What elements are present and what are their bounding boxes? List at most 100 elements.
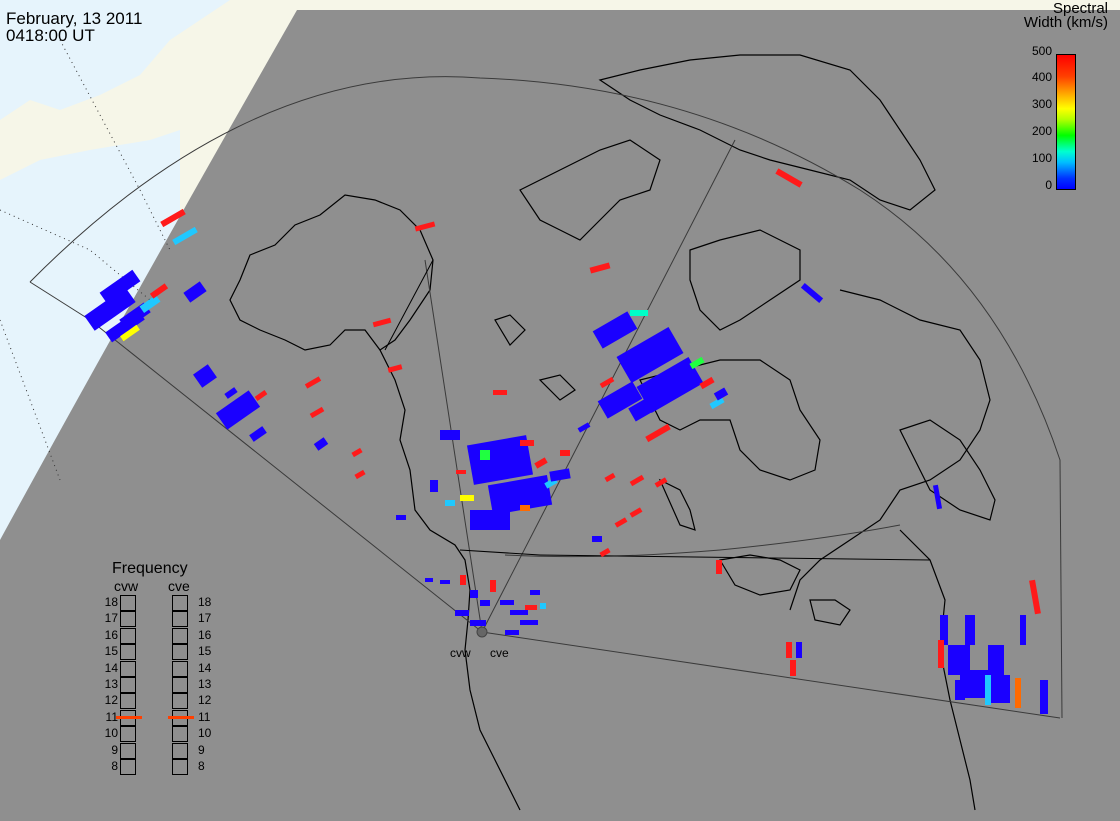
echo-cell	[630, 310, 648, 316]
echo-cell	[589, 262, 611, 274]
frequency-radar-name-cve: cve	[168, 578, 190, 594]
echo-cell	[372, 317, 392, 328]
echo-cell	[520, 505, 530, 511]
echo-cell	[480, 600, 490, 606]
echo-cell	[560, 450, 570, 456]
echo-cell	[193, 364, 217, 388]
echo-cell	[425, 578, 433, 582]
frequency-radar-name-cvw: cvw	[114, 578, 139, 594]
echo-cell	[599, 376, 615, 389]
echo-cell	[351, 447, 363, 458]
frequency-cell	[172, 595, 188, 611]
frequency-marker	[168, 715, 194, 719]
echo-cell	[149, 283, 169, 299]
night-region	[0, 10, 1120, 821]
echo-cell	[160, 208, 186, 228]
radar-fov-outlines	[29, 76, 1063, 719]
frequency-scale-label: 18	[104, 595, 118, 609]
echo-cell	[716, 560, 722, 574]
frequency-scale-label: 16	[198, 627, 212, 642]
frequency-scale-label: 13	[104, 677, 118, 691]
echo-cell	[487, 475, 553, 515]
colorbar	[1056, 54, 1076, 190]
echo-cell	[396, 515, 406, 520]
echo-cell	[577, 422, 591, 433]
echo-cell	[800, 282, 824, 304]
colorbar-tick: 400	[1031, 70, 1052, 84]
echo-cell	[616, 327, 684, 383]
day-ocean-shading	[0, 0, 230, 120]
frequency-scale-label: 11	[198, 709, 211, 724]
frequency-scale-label: 10	[104, 726, 118, 741]
echo-cell	[796, 642, 802, 658]
colorbar-tick: 500	[1031, 44, 1052, 58]
echo-cell	[699, 376, 715, 390]
echo-cell	[480, 450, 490, 460]
frequency-scale-label: 10	[198, 726, 212, 741]
frequency-cell	[172, 742, 188, 759]
echo-cell	[387, 364, 403, 373]
echo-cell	[120, 324, 140, 342]
radar-label-cve: cve	[490, 646, 509, 660]
colorbar-tick: 300	[1031, 97, 1052, 111]
frequency-scale-label: 17	[198, 611, 212, 626]
echo-cell	[985, 675, 991, 705]
frequency-cell	[120, 627, 136, 644]
frequency-scale-label: 14	[104, 660, 118, 675]
frequency-scale-label: 12	[104, 693, 118, 708]
echo-cell	[525, 605, 537, 610]
frequency-scale-label: 17	[104, 611, 118, 626]
timestamp-block: February, 13 2011 0418:00 UT	[6, 10, 142, 44]
echo-cell	[139, 294, 161, 314]
radar-site-marker	[476, 626, 488, 638]
political-borders	[384, 259, 931, 561]
echo-cell	[599, 547, 611, 558]
echo-cell	[215, 390, 261, 430]
frequency-cell	[172, 627, 188, 644]
echo-cell	[313, 437, 329, 451]
echo-cell	[629, 507, 643, 518]
frequency-scale-label: 11	[105, 709, 118, 724]
echo-cell	[786, 642, 792, 658]
echo-cell	[597, 381, 643, 419]
date-label: February, 13 2011	[6, 9, 143, 28]
echo-cell	[440, 580, 450, 584]
cvw-fov-west-edge	[89, 319, 483, 633]
frequency-cell	[120, 611, 136, 628]
frequency-scale-label: 13	[198, 677, 212, 691]
frequency-cell	[120, 644, 136, 661]
echo-cell	[172, 226, 198, 246]
frequency-scale-label: 15	[104, 644, 118, 659]
echo-cell	[938, 640, 944, 668]
frequency-scale-label: 16	[104, 627, 118, 642]
echo-cell	[440, 430, 460, 440]
echo-cell	[99, 269, 141, 305]
echo-cell	[414, 221, 436, 232]
cve-fov-east-edge	[481, 631, 1061, 719]
echo-cell	[932, 484, 943, 510]
echo-cell	[604, 472, 616, 483]
frequency-cell	[172, 644, 188, 661]
echo-cell	[965, 615, 975, 645]
echo-cell	[456, 470, 466, 474]
frequency-cell	[172, 660, 188, 677]
echo-cell	[460, 575, 466, 585]
echo-cell	[1029, 579, 1041, 615]
frequency-cell	[120, 742, 136, 759]
echo-cell	[466, 435, 534, 485]
echo-cell	[948, 645, 970, 675]
frequency-scale-label: 15	[198, 644, 212, 659]
echo-cell	[790, 660, 796, 676]
echo-cell	[430, 480, 438, 492]
coastlines	[229, 54, 996, 811]
echo-cell	[645, 423, 671, 443]
frequency-title: Frequency	[112, 560, 188, 577]
echo-cell	[510, 610, 528, 615]
echo-cell	[183, 281, 207, 303]
fov-outer-arc	[29, 76, 1063, 719]
colorbar-title-line2: Width (km/s)	[1023, 14, 1108, 31]
echo-cell	[592, 311, 638, 349]
echo-cell	[592, 536, 602, 542]
echo-cell	[304, 376, 322, 389]
